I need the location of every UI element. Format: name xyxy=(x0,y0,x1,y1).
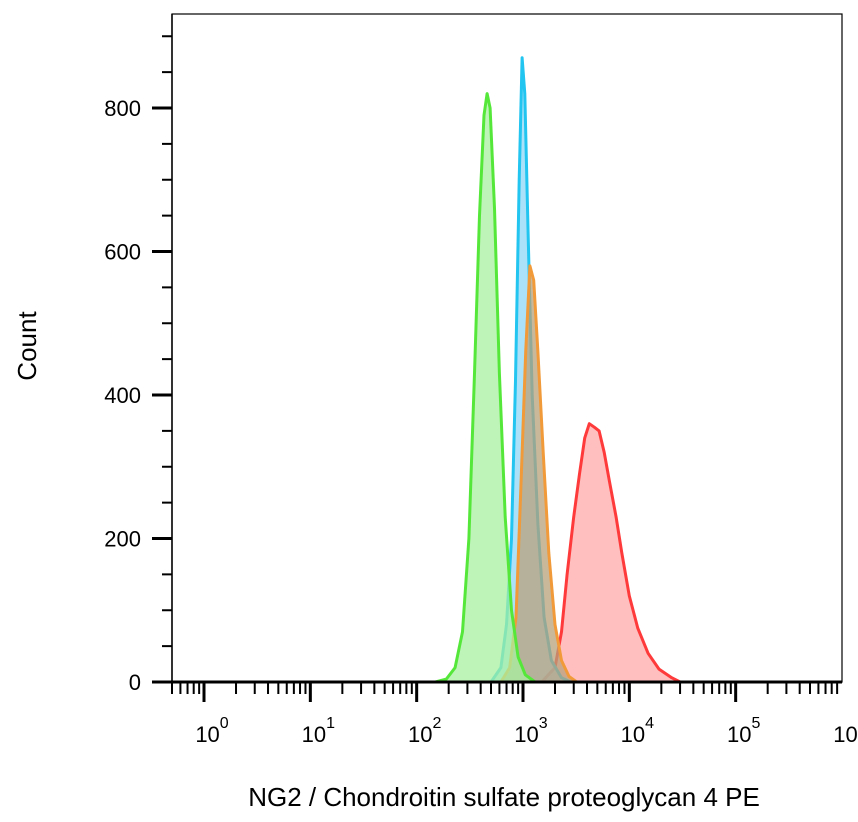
x-tick-label: 103 xyxy=(514,715,547,747)
series-layer xyxy=(172,56,842,684)
y-axis: 0 200 400 600 800 xyxy=(104,14,173,695)
y-tick-label: 400 xyxy=(104,383,141,408)
series-0-line xyxy=(172,422,842,684)
y-axis-title: Count xyxy=(12,311,42,381)
x-tick-label: 100 xyxy=(195,715,228,747)
x-tick-label: 102 xyxy=(408,715,441,747)
y-tick-label: 600 xyxy=(104,240,141,265)
y-tick-label: 0 xyxy=(129,670,141,695)
x-tick-label: 101 xyxy=(302,715,335,747)
y-tick-label: 200 xyxy=(104,527,141,552)
x-tick-label: 105 xyxy=(727,715,760,747)
x-axis-title: NG2 / Chondroitin sulfate proteoglycan 4… xyxy=(248,782,760,812)
y-tick-label: 800 xyxy=(104,96,141,121)
series-3-line xyxy=(172,92,842,684)
x-axis: 100 101 102 103 104 105 106 xyxy=(171,680,858,747)
x-tick-label: 104 xyxy=(621,715,654,747)
x-tick-label: 106 xyxy=(833,715,858,747)
plot-area xyxy=(171,13,843,684)
